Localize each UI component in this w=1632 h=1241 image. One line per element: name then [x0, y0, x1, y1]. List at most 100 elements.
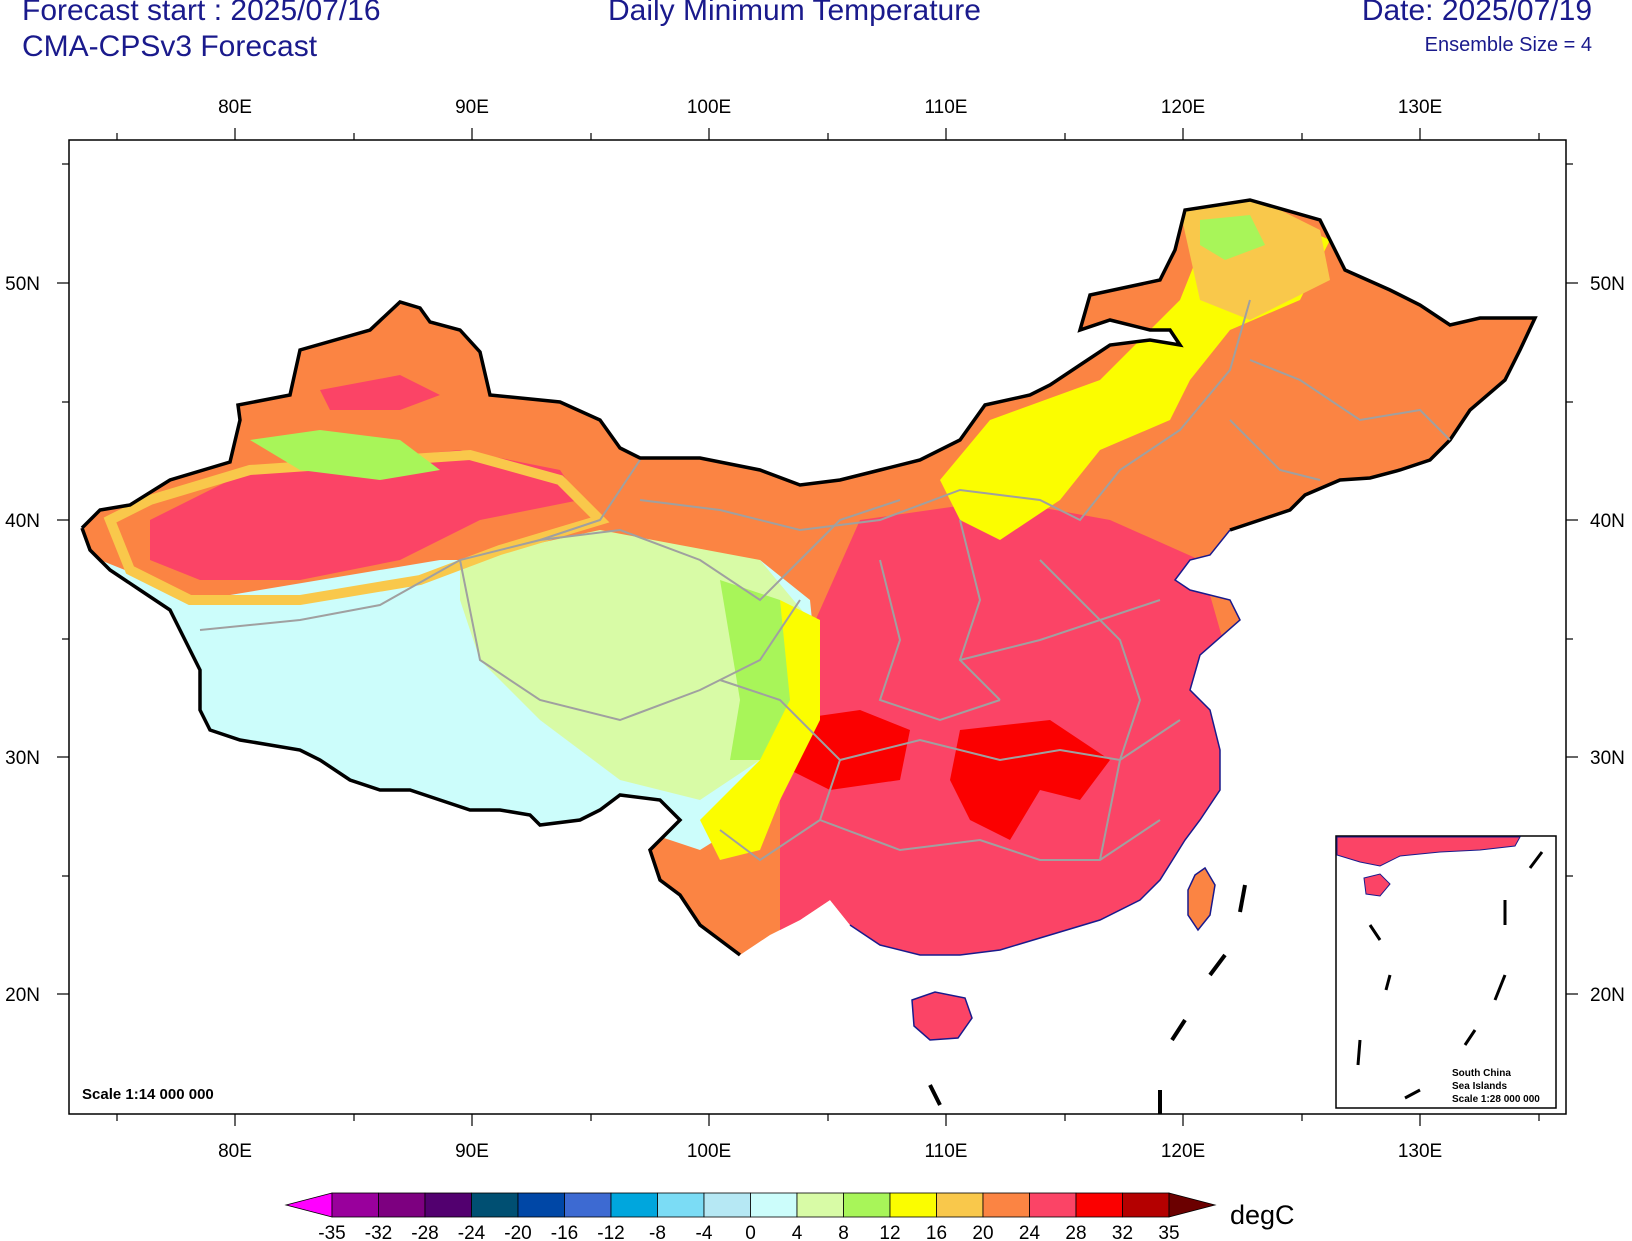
- lat-label-50n-left: 50N: [5, 274, 40, 295]
- lon-label-80e-top: 80E: [218, 97, 252, 118]
- lat-label-30n-left: 30N: [5, 748, 40, 769]
- colorbar-tick-label: 0: [745, 1223, 756, 1241]
- inset-label-line2: Sea Islands: [1452, 1081, 1507, 1092]
- boundary-heilongjiang: [1249, 359, 1451, 441]
- hainan-island: [911, 991, 973, 1041]
- colorbar-arrow-low: [284, 1192, 333, 1218]
- field-qinghai-band: [720, 580, 800, 760]
- colorbar-tick-label: 28: [1065, 1223, 1086, 1241]
- colorbar-swatch: [378, 1192, 426, 1218]
- lon-label-130e-bottom: 130E: [1398, 1141, 1442, 1162]
- field-hinggan-green: [1200, 215, 1265, 260]
- boundary-central: [959, 599, 1161, 661]
- colorbar-tick-label: -16: [551, 1223, 578, 1241]
- lon-label-110e-top: 110E: [925, 97, 968, 118]
- china-border: [80, 198, 1538, 957]
- lon-label-120e-top: 120E: [1161, 97, 1205, 118]
- colorbar-swatch: [564, 1192, 612, 1218]
- field-tibet-edge-yellow: [700, 600, 820, 860]
- inset-dash-line: [1356, 851, 1544, 1100]
- colorbar-arrow-high: [1168, 1192, 1217, 1218]
- lon-label-100e-top: 100E: [687, 97, 731, 118]
- lon-label-110e-bottom: 110E: [925, 1141, 968, 1162]
- colorbar-swatch: [843, 1192, 891, 1218]
- field-central-hot: [950, 720, 1110, 840]
- colorbar-swatch: [796, 1192, 844, 1218]
- colorbar-tick-label: -12: [597, 1223, 624, 1241]
- boundary-qinghai: [459, 559, 801, 722]
- field-tarim-edge: [103, 449, 610, 605]
- coastline: [849, 529, 1241, 956]
- page-title: Daily Minimum Temperature: [608, 0, 981, 27]
- colorbar-tick-label: 24: [1019, 1223, 1041, 1241]
- date-label: Date: 2025/07/19: [1361, 0, 1592, 27]
- colorbar-swatch: [750, 1192, 798, 1218]
- lon-label-130e-top: 130E: [1398, 97, 1442, 118]
- colorbar-tick-label: -28: [411, 1223, 438, 1241]
- colorbar-swatch: [936, 1192, 984, 1218]
- province-boundaries: [199, 299, 1451, 862]
- inset-hainan: [1363, 873, 1391, 897]
- inset-label-line1: South China: [1452, 1068, 1511, 1079]
- forecast-start-label: Forecast start : 2025/07/16: [22, 0, 381, 27]
- boundary-shaanxi: [878, 559, 1001, 722]
- model-label: CMA-CPSv3 Forecast: [22, 30, 318, 63]
- boundary-east: [1039, 559, 1142, 861]
- colorbar-swatch: [982, 1192, 1030, 1218]
- field-junggar-hot: [320, 375, 440, 410]
- south-china-sea-inset: South China Sea Islands Scale 1:28 000 0…: [1335, 835, 1557, 1109]
- boundary-gansu: [539, 499, 901, 602]
- colorbar-unit: degC: [1230, 1200, 1295, 1230]
- colorbar-swatch: [889, 1192, 937, 1218]
- field-tianshan-green: [250, 430, 440, 480]
- lon-labels-bottom: 80E 90E 100E 110E 120E 130E: [218, 1141, 1442, 1162]
- lat-label-40n-left: 40N: [5, 511, 40, 532]
- lon-label-100e-bottom: 100E: [687, 1141, 731, 1162]
- lat-label-20n-right: 20N: [1590, 985, 1625, 1006]
- lat-label-50n-right: 50N: [1590, 274, 1625, 295]
- lon-label-90e-bottom: 90E: [455, 1141, 489, 1162]
- boundary-sichuan: [719, 679, 842, 862]
- colorbar-tick-label: 12: [879, 1223, 900, 1241]
- colorbar-swatch: [1075, 1192, 1123, 1218]
- temperature-field: [82, 200, 1535, 955]
- field-sichuan-hot: [790, 710, 910, 790]
- colorbar-tick-label: -35: [318, 1223, 345, 1241]
- colorbar: -35 -32 -28 -24 -20 -16 -12 -8 -4 0 4 8 12 16 20 24 28 32…: [284, 1192, 1217, 1241]
- inset-label-line3: Scale 1:28 000 000: [1452, 1094, 1540, 1105]
- colorbar-tick-label: 8: [838, 1223, 849, 1241]
- colorbar-tick-label: -8: [649, 1223, 666, 1241]
- colorbar-tick-label: -32: [365, 1223, 392, 1241]
- colorbar-swatch: [471, 1192, 519, 1218]
- lat-labels-right: 50N 40N 30N 20N: [1590, 274, 1625, 1006]
- colorbar-swatch: [424, 1192, 472, 1218]
- lon-label-120e-bottom: 120E: [1161, 1141, 1205, 1162]
- map-frame: [68, 139, 1567, 1115]
- lon-labels-top: 80E 90E 100E 110E 120E 130E: [218, 97, 1442, 118]
- colorbar-swatch: [1029, 1192, 1077, 1218]
- colorbar-tick-label: 4: [792, 1223, 803, 1241]
- colorbar-swatch: [1122, 1192, 1170, 1218]
- colorbar-tick-label: 32: [1112, 1223, 1133, 1241]
- map-scale-label: Scale 1:14 000 000: [82, 1086, 214, 1103]
- lon-label-80e-bottom: 80E: [218, 1141, 252, 1162]
- colorbar-swatch: [517, 1192, 565, 1218]
- lat-label-40n-right: 40N: [1590, 511, 1625, 532]
- colorbar-swatch: [610, 1192, 658, 1218]
- lat-ticks: [57, 163, 1578, 995]
- field-qinghai-green: [460, 530, 810, 800]
- colorbar-tick-label: 35: [1158, 1223, 1179, 1241]
- ensemble-label: Ensemble Size = 4: [1424, 34, 1592, 56]
- colorbar-tick-label: -20: [504, 1223, 531, 1241]
- lat-label-30n-right: 30N: [1590, 748, 1625, 769]
- boundary-inner-mongolia: [639, 299, 1251, 532]
- colorbar-tick-label: -4: [696, 1223, 713, 1241]
- colorbar-swatch: [657, 1192, 705, 1218]
- nine-dash-line: [928, 884, 1247, 1114]
- inset-mainland: [1336, 836, 1521, 867]
- boundary-jilin: [1229, 419, 1321, 481]
- colorbar-tick-label: -24: [458, 1223, 486, 1241]
- colorbar-tick-label: 20: [972, 1223, 993, 1241]
- colorbar-swatch: [331, 1192, 379, 1218]
